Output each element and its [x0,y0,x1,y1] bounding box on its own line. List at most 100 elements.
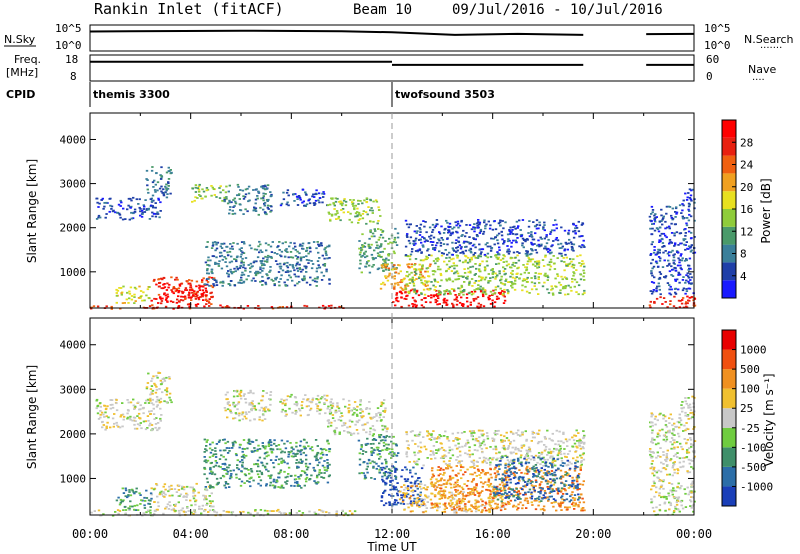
range-gate-cell [372,220,375,223]
range-gate-cell [560,275,563,278]
range-gate-cell [105,425,108,428]
range-gate-cell [572,266,575,269]
range-gate-cell [328,463,331,466]
range-gate-cell [247,469,250,471]
range-gate-cell [543,229,546,232]
range-gate-cell [407,304,411,307]
range-gate-cell [509,266,512,269]
range-gate-cell [315,482,318,485]
cpid-entry-name: themis 3300 [93,88,170,101]
range-gate-cell [463,498,466,500]
range-gate-cell [209,443,212,446]
range-gate-cell [304,265,307,268]
range-gate-cell [573,278,577,281]
range-gate-cell [468,258,472,261]
range-gate-cell [510,241,513,244]
range-gate-cell [383,399,386,401]
range-gate-cell [516,254,519,257]
range-gate-cell [145,178,148,180]
range-gate-cell [522,246,525,249]
range-gate-cell [230,201,233,204]
range-gate-cell [656,251,660,253]
range-gate-cell [251,405,255,408]
range-gate-cell [132,212,135,215]
range-gate-cell [158,401,161,404]
range-gate-cell [459,252,462,254]
range-gate-cell [260,280,264,282]
range-gate-cell [399,270,402,273]
range-gate-cell [339,219,342,222]
range-gate-cell [271,448,274,451]
range-gate-cell [670,222,673,225]
range-gate-cell [524,484,527,487]
range-gate-cell [564,241,567,244]
range-gate-cell [267,208,270,210]
range-gate-cell [687,208,690,211]
range-gate-cell [447,292,450,295]
range-gate-cell [356,405,359,408]
range-gate-cell [142,512,145,514]
range-gate-cell [156,495,159,498]
range-gate-cell [507,263,510,266]
range-gate-cell [566,508,569,511]
range-gate-cell [301,407,304,409]
range-gate-cell [147,191,150,194]
range-gate-cell [230,255,233,258]
range-gate-cell [384,458,387,461]
range-gate-cell [225,469,228,471]
range-gate-cell [217,481,220,484]
range-gate-cell [264,451,268,454]
range-gate-cell [560,489,563,492]
range-gate-cell [391,488,394,491]
range-gate-cell [462,289,465,292]
range-gate-cell [235,256,239,259]
range-gate-cell [499,287,502,290]
range-gate-cell [676,264,680,267]
range-gate-cell [294,255,298,257]
range-gate-cell [388,272,391,275]
range-gate-cell [187,510,190,512]
range-gate-cell [479,255,482,258]
range-gate-cell [311,449,314,452]
range-gate-cell [679,300,682,302]
range-gate-cell [99,405,102,408]
range-gate-cell [175,491,179,493]
range-gate-cell [144,402,147,404]
range-gate-cell [226,408,230,411]
range-gate-cell [685,301,688,303]
range-gate-cell [684,302,687,305]
range-gate-cell [213,241,217,243]
range-gate-cell [219,477,222,480]
range-gate-cell [400,305,403,308]
colorbar-swatch [722,226,736,245]
range-gate-cell [668,270,672,273]
range-gate-cell [315,453,319,456]
range-gate-cell [684,232,687,234]
range-gate-cell [283,461,286,464]
range-gate-cell [439,244,443,247]
range-gate-cell [474,238,477,241]
range-gate-cell [394,478,398,480]
range-gate-cell [234,200,237,203]
range-gate-cell [412,466,415,469]
range-gate-cell [322,193,326,195]
range-gate-cell [313,455,317,458]
range-gate-cell [166,295,170,298]
range-gate-cell [499,494,502,497]
range-gate-cell [366,442,369,445]
range-gate-cell [168,283,171,286]
range-gate-cell [196,197,199,199]
range-gate-cell [688,257,692,260]
range-gate-cell [414,480,417,483]
range-gate-cell [178,290,181,292]
range-gate-cell [473,290,477,293]
range-gate-cell [153,189,157,191]
range-gate-cell [161,391,164,394]
range-gate-cell [685,259,688,262]
range-gate-cell [297,483,300,486]
range-gate-cell [449,234,452,237]
range-gate-cell [251,400,254,402]
range-gate-cell [157,285,161,288]
range-gate-cell [246,305,250,307]
range-gate-cell [110,205,114,208]
